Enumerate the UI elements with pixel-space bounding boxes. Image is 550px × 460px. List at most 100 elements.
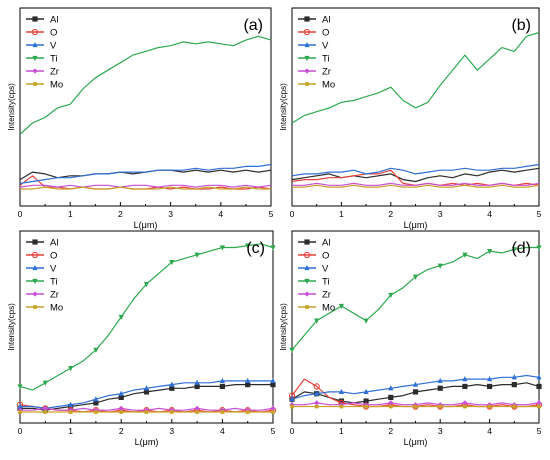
panel-label: (d) [511,240,531,257]
data-point-al [169,385,175,391]
data-point-al [270,382,276,388]
data-point-v [245,377,251,384]
data-point-mo [169,410,174,414]
legend-label: Zr [50,290,59,301]
series-group [291,31,540,188]
data-point-zr [118,405,124,411]
x-tick-label: 0 [290,426,295,436]
data-point-zr [42,405,48,411]
legend-marker-zr [32,68,38,74]
legend-marker-v [32,41,38,48]
series-line-ti [291,31,540,124]
data-point-zr [270,405,276,411]
data-point-mo [18,410,22,414]
x-tick-label: 1 [339,209,344,219]
x-axis-label: L(μm) [134,220,158,230]
x-axis-label: L(μm) [404,437,428,447]
data-point-al [338,398,344,404]
data-point-al [143,389,150,395]
x-tick-label: 3 [438,426,443,436]
series-group [16,243,277,414]
data-point-v [270,377,276,384]
data-point-ti [169,259,175,266]
legend-label: V [322,41,329,52]
data-point-v [511,374,517,380]
legend-label: V [322,264,329,275]
x-tick-label: 5 [537,209,542,219]
legend: Al OV Ti Zr Mo [26,238,63,314]
data-point-ti [289,347,295,353]
data-point-al [363,398,369,404]
data-point-mo [94,410,98,414]
data-point-v [93,396,99,402]
data-point-v [412,381,419,387]
data-point-mo [290,404,294,409]
x-tick-label: 3 [438,209,443,219]
series-group [288,245,543,410]
data-point-mo [487,404,492,409]
data-point-ti [536,245,542,251]
data-point-ti [245,243,251,249]
legend: Al OV Ti Zr Mo [298,238,335,314]
data-point-ti [363,318,369,324]
legend-label: Ti [50,54,58,65]
data-point-zr [388,400,394,406]
data-point-mo [413,404,418,409]
legend-label: Zr [322,290,331,301]
data-point-ti [462,252,468,258]
y-axis-label: Intensity(cps) [7,83,16,131]
data-point-ti [219,245,225,251]
x-tick-label: 5 [537,426,542,436]
legend-label: Zr [50,67,59,78]
data-point-zr [536,400,542,406]
data-point-ti [118,314,124,321]
data-point-v [437,377,443,384]
legend-marker-al [304,16,310,22]
data-point-ti [42,380,48,386]
data-point-v [314,390,320,396]
data-point-mo [195,410,199,414]
chart-panel-3: 0 1 2 3 4 5 L(μm) Intensity(cps) (c) Al OV Ti Zr Mo [7,230,277,447]
legend-label: Al [322,238,330,249]
legend-marker-v [304,41,310,48]
data-point-mo [339,404,344,409]
x-tick-label: 2 [388,426,393,436]
series-group [19,35,272,190]
chart-panel-1: 0 1 2 3 4 5 L(μm) Intensity(cps) (a) Al OV Ti Zr Mo [7,7,274,230]
data-point-v [118,390,124,396]
plot-frame [291,7,540,207]
legend-marker-mo [33,82,37,86]
data-point-v [17,403,23,409]
data-point-ti [270,245,276,251]
legend-label: Ti [322,277,330,288]
legend-marker-ti [304,278,310,285]
legend-marker-al [32,16,38,22]
legend-label: Ti [322,54,330,65]
x-tick-label: 4 [218,209,223,219]
legend-marker-zr [304,291,310,297]
legend-marker-mo [305,82,309,86]
data-point-al [511,382,517,388]
legend-marker-o [31,28,39,36]
legend-marker-ti [32,55,38,62]
data-point-mo [438,404,443,409]
series-line-ti [19,35,272,135]
data-point-zr [462,400,468,406]
data-point-ti [17,384,23,390]
x-tick-label: 5 [271,426,276,436]
x-tick-label: 2 [388,209,393,219]
data-point-mo [68,410,73,414]
data-point-mo [271,410,275,414]
x-tick-label: 4 [220,426,225,436]
x-tick-label: 5 [269,209,274,219]
series-line-al [291,167,540,183]
legend-label: Mo [322,80,335,91]
legend-label: O [50,28,57,39]
series-line-mo [20,186,271,190]
legend-marker-al [32,239,38,245]
panel-label: (c) [246,240,265,257]
data-point-mo [388,404,393,409]
data-point-ti [68,366,74,372]
x-tick-label: 4 [487,426,492,436]
data-point-mo [43,410,48,414]
